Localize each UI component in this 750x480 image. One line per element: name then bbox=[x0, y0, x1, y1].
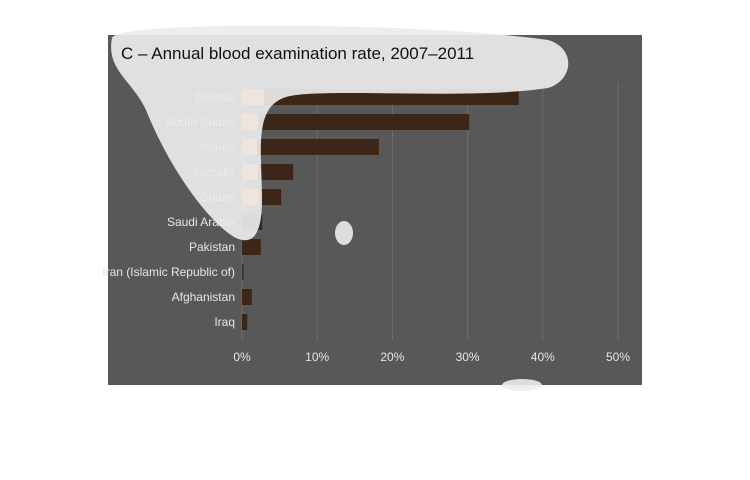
highlight-overlay bbox=[111, 25, 569, 391]
small-white-blob bbox=[335, 221, 353, 245]
category-label: Afghanistan bbox=[172, 290, 235, 304]
bar bbox=[242, 239, 261, 255]
x-tick-label: 0% bbox=[233, 350, 251, 364]
x-tick-label: 40% bbox=[531, 350, 555, 364]
x-tick-label: 50% bbox=[606, 350, 630, 364]
bar bbox=[242, 264, 244, 280]
x-tick-labels: 0% 10% 20% 30% 40% 50% bbox=[233, 350, 630, 364]
bar bbox=[242, 114, 470, 130]
bar bbox=[242, 314, 248, 330]
bar bbox=[242, 139, 379, 155]
category-label: Iraq bbox=[214, 315, 235, 329]
category-label: Pakistan bbox=[189, 240, 235, 254]
x-tick-label: 20% bbox=[380, 350, 404, 364]
white-highlight-blob bbox=[111, 25, 569, 241]
category-label: Iran (Islamic Republic of) bbox=[102, 265, 235, 279]
chart-title: C – Annual blood examination rate, 2007–… bbox=[121, 44, 474, 63]
x-tick-label: 30% bbox=[456, 350, 480, 364]
bottom-white-blob bbox=[502, 379, 542, 391]
bar bbox=[242, 289, 252, 305]
x-tick-label: 10% bbox=[305, 350, 329, 364]
